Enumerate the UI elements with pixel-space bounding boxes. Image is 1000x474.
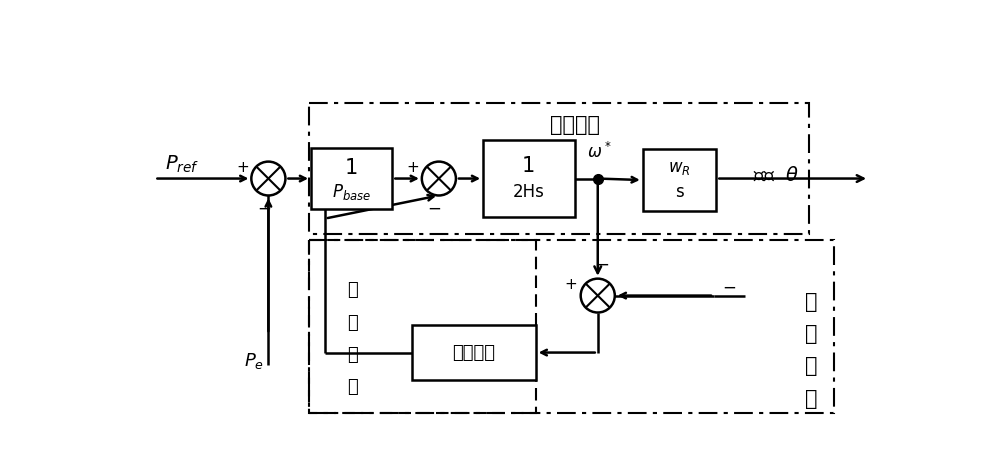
Circle shape [581, 279, 615, 312]
Bar [643, 149, 716, 211]
Text: $P_{ref}$: $P_{ref}$ [165, 154, 200, 175]
Text: 功: 功 [347, 346, 357, 364]
Text: −: − [427, 200, 441, 218]
Text: 阻: 阻 [805, 356, 817, 376]
Bar [311, 148, 392, 210]
Text: 1: 1 [345, 158, 358, 178]
Text: $\omega^*$: $\omega^*$ [587, 142, 612, 162]
Bar [309, 240, 834, 413]
Text: +: + [407, 160, 420, 175]
Bar [483, 140, 574, 217]
Text: 阻: 阻 [347, 281, 357, 299]
Text: +: + [564, 277, 577, 292]
Text: s: s [675, 183, 684, 201]
Text: −: − [722, 279, 736, 297]
Text: −: − [595, 256, 609, 274]
Text: 虚拟阻尼: 虚拟阻尼 [452, 344, 495, 362]
Text: 相位  $\theta$: 相位 $\theta$ [753, 166, 799, 185]
Text: −: − [257, 200, 271, 218]
Text: 尼: 尼 [347, 313, 357, 331]
Text: 2Hs: 2Hs [513, 183, 545, 201]
Bar [309, 103, 809, 234]
Text: $P_{base}$: $P_{base}$ [332, 182, 371, 202]
Bar [309, 240, 536, 413]
Text: 虚: 虚 [805, 292, 817, 312]
Text: 拟: 拟 [805, 324, 817, 344]
Text: 尼: 尼 [805, 389, 817, 409]
Text: $w_R$: $w_R$ [668, 159, 691, 177]
Circle shape [422, 162, 456, 195]
Text: $P_e$: $P_e$ [244, 351, 264, 371]
Bar [412, 325, 536, 380]
Text: 率: 率 [347, 378, 357, 396]
Circle shape [251, 162, 285, 195]
Text: +: + [236, 160, 249, 175]
Text: 机械方程: 机械方程 [550, 115, 600, 135]
Text: 1: 1 [522, 156, 535, 176]
